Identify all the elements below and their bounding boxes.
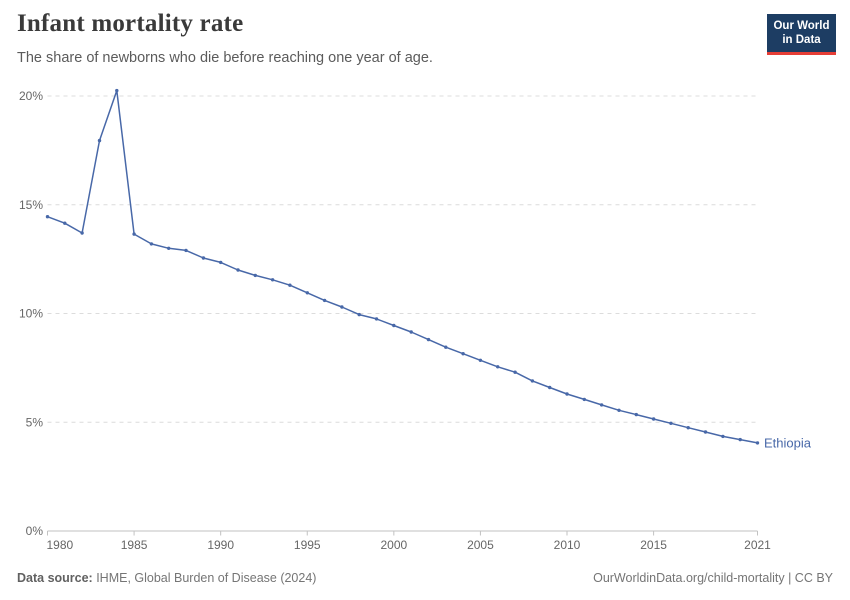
- x-tick-label: 1995: [294, 538, 321, 552]
- page-title: Infant mortality rate: [17, 10, 244, 37]
- data-series-ethiopia[interactable]: Ethiopia: [45, 88, 812, 451]
- data-point-marker[interactable]: [305, 291, 309, 295]
- data-point-marker[interactable]: [80, 231, 84, 235]
- data-point-marker[interactable]: [703, 430, 708, 434]
- data-point-marker[interactable]: [444, 345, 448, 349]
- data-point-marker[interactable]: [219, 260, 223, 265]
- x-tick-label: 1980: [47, 538, 74, 552]
- chart-footer: Data source: IHME, Global Burden of Dise…: [17, 571, 833, 585]
- data-point-marker[interactable]: [755, 441, 760, 445]
- y-tick-label: 20%: [19, 89, 43, 103]
- data-point-marker[interactable]: [686, 426, 690, 430]
- data-point-marker[interactable]: [149, 242, 154, 246]
- series-line[interactable]: [46, 89, 759, 444]
- data-source: Data source: IHME, Global Burden of Dise…: [17, 571, 316, 585]
- data-point-marker[interactable]: [288, 283, 292, 287]
- data-point-marker[interactable]: [513, 370, 517, 374]
- owid-logo-line2: in Data: [782, 34, 821, 47]
- x-tick-label: 2015: [640, 538, 667, 552]
- y-axis-labels: 0% 5% 10% 15% 20%: [19, 89, 43, 538]
- data-point-marker[interactable]: [132, 232, 136, 236]
- data-point-marker[interactable]: [340, 305, 344, 309]
- data-source-value: IHME, Global Burden of Disease (2024): [92, 571, 317, 585]
- data-point-marker[interactable]: [478, 358, 483, 362]
- data-point-marker[interactable]: [582, 397, 586, 402]
- x-tick-label: 2021: [744, 538, 771, 552]
- data-point-marker[interactable]: [201, 256, 206, 260]
- x-tick-label: 1990: [207, 538, 234, 552]
- x-tick-label: 1985: [121, 538, 148, 552]
- x-axis: [47, 530, 758, 536]
- x-axis-labels: 1980 1985 1990 1995 2000 2005 2010 2015 2021: [47, 538, 772, 552]
- data-point-marker[interactable]: [184, 248, 188, 253]
- x-tick-label: 2000: [380, 538, 407, 552]
- data-point-marker[interactable]: [322, 298, 327, 303]
- data-point-marker[interactable]: [496, 365, 500, 369]
- license-label: | CC BY: [784, 571, 833, 585]
- data-point-marker[interactable]: [167, 246, 171, 250]
- footer-link[interactable]: OurWorldinData.org/child-mortality: [593, 571, 785, 585]
- data-point-marker[interactable]: [426, 337, 431, 342]
- data-point-marker[interactable]: [599, 403, 604, 407]
- data-point-marker[interactable]: [651, 417, 656, 421]
- y-tick-label: 10%: [19, 307, 43, 321]
- data-point-marker[interactable]: [253, 273, 257, 278]
- data-point-marker[interactable]: [634, 412, 638, 417]
- entity-label-ethiopia[interactable]: Ethiopia: [764, 435, 812, 450]
- data-point-marker[interactable]: [357, 312, 361, 317]
- data-point-marker[interactable]: [738, 437, 742, 442]
- data-source-label: Data source:: [17, 571, 93, 585]
- data-point-marker[interactable]: [115, 88, 119, 93]
- data-point-marker[interactable]: [617, 408, 621, 412]
- x-tick-label: 2010: [554, 538, 581, 552]
- y-tick-label: 5%: [26, 415, 44, 429]
- chart-subtitle: The share of newborns who die before rea…: [17, 50, 433, 66]
- y-tick-label: 15%: [19, 198, 43, 212]
- data-point-marker[interactable]: [461, 352, 465, 356]
- data-point-marker[interactable]: [97, 138, 102, 143]
- y-tick-label: 0%: [26, 524, 44, 538]
- y-gridlines: [47, 95, 758, 423]
- data-point-marker[interactable]: [270, 278, 275, 282]
- footer-attribution: OurWorldinData.org/child-mortality | CC …: [593, 571, 833, 585]
- data-point-marker[interactable]: [669, 421, 673, 425]
- data-point-marker[interactable]: [45, 215, 50, 219]
- data-point-marker[interactable]: [548, 385, 552, 390]
- data-point-marker[interactable]: [565, 392, 569, 396]
- data-point-marker[interactable]: [63, 221, 67, 225]
- data-point-marker[interactable]: [409, 330, 413, 334]
- data-point-marker[interactable]: [392, 323, 396, 328]
- data-point-marker[interactable]: [530, 379, 535, 383]
- owid-logo-line1: Our World: [773, 20, 830, 32]
- data-point-marker[interactable]: [721, 434, 725, 439]
- data-point-marker[interactable]: [236, 268, 240, 272]
- x-tick-label: 2005: [467, 538, 494, 552]
- data-point-marker[interactable]: [374, 317, 379, 321]
- owid-logo[interactable]: Our World in Data: [767, 14, 836, 55]
